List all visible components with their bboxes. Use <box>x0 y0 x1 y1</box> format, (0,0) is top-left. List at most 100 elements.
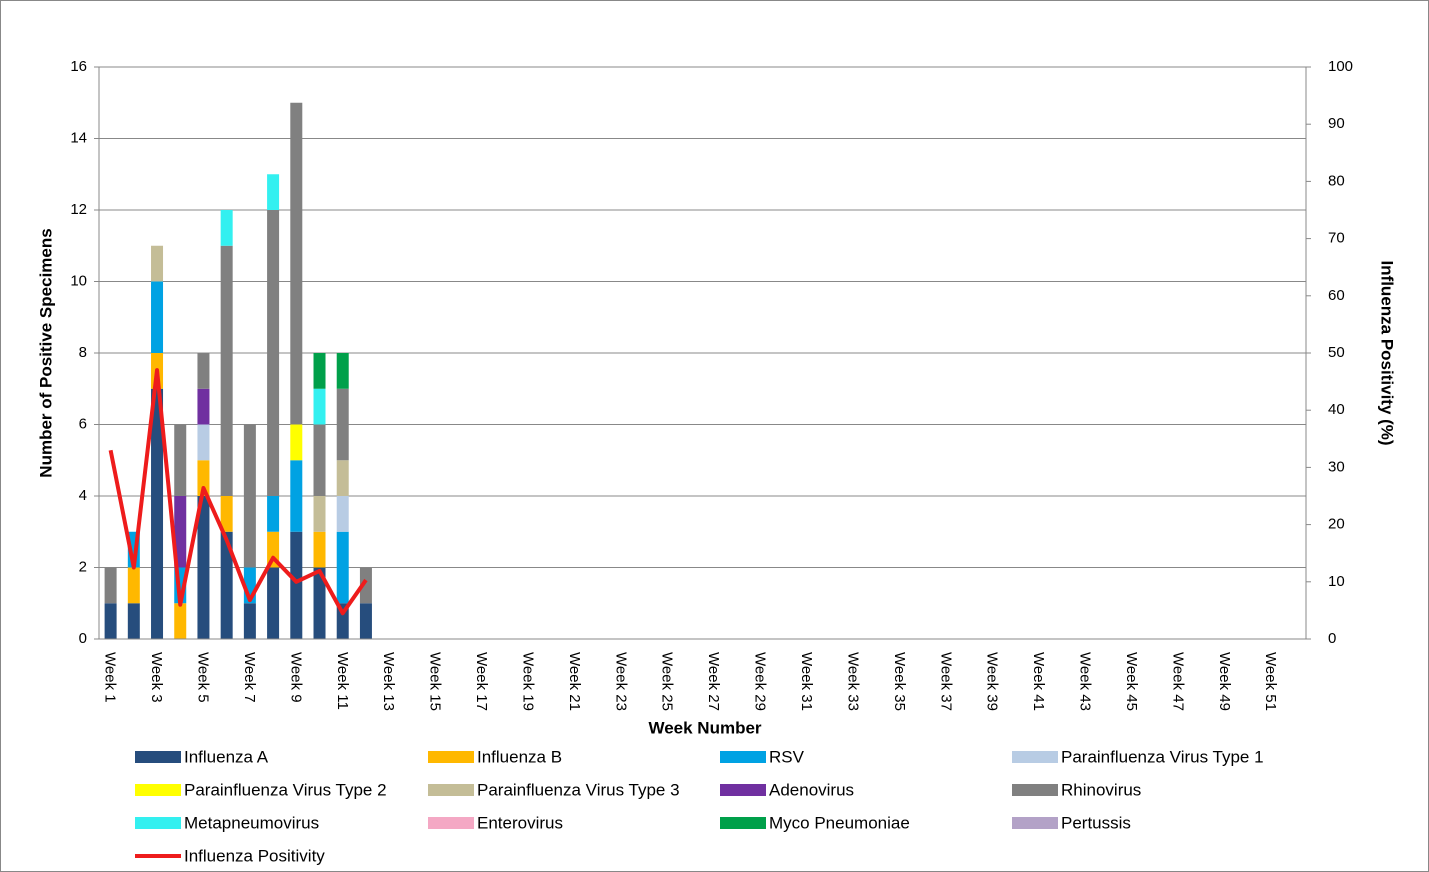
bar-segment <box>197 496 210 639</box>
bar-segment <box>197 460 210 496</box>
bar-segment <box>174 424 187 496</box>
bar-segment <box>174 603 187 639</box>
x-tick-label: Week 13 <box>380 652 397 711</box>
x-tick-label: Week 19 <box>519 652 536 711</box>
legend-swatch <box>135 817 181 829</box>
x-tick-label: Week 39 <box>984 652 1001 711</box>
bar-segment <box>359 603 372 639</box>
y-tick-label: 0 <box>79 630 87 647</box>
bar-segment <box>197 388 210 425</box>
x-tick-label: Week 33 <box>844 652 861 711</box>
bar-segment <box>313 388 326 425</box>
legend-swatch <box>1012 784 1058 796</box>
x-tick-label: Week 31 <box>798 652 815 711</box>
bar-segment <box>313 567 326 639</box>
x-tick-label: Week 43 <box>1077 652 1094 711</box>
legend-label: Enterovirus <box>477 813 563 832</box>
x-tick-label: Week 17 <box>473 652 490 711</box>
legend-swatch <box>720 784 766 796</box>
legend-swatch <box>720 751 766 763</box>
x-tick-label: Week 21 <box>566 652 583 711</box>
y2-tick-label: 40 <box>1328 401 1345 418</box>
bar-segment <box>243 424 256 568</box>
legend-label: Myco Pneumoniae <box>769 813 910 832</box>
legend-label: Influenza A <box>184 747 269 766</box>
bar-segment <box>313 531 326 568</box>
y2-tick-label: 0 <box>1328 630 1336 647</box>
x-tick-label: Week 5 <box>194 652 211 703</box>
bar-segment <box>336 496 349 532</box>
y2-tick-label: 30 <box>1328 458 1345 475</box>
y-axis-title: Number of Positive Specimens <box>36 228 55 477</box>
bar-segment <box>336 460 349 496</box>
bar-segment <box>127 567 140 604</box>
x-tick-label: Week 41 <box>1030 652 1047 711</box>
bar-segment <box>267 210 280 496</box>
bar-segment <box>290 102 303 425</box>
bar-segment <box>243 603 256 639</box>
legend-swatch <box>1012 751 1058 763</box>
x-tick-label: Week 47 <box>1169 652 1186 711</box>
y-tick-label: 2 <box>79 558 87 575</box>
legend-label: Parainfluenza Virus Type 2 <box>184 780 387 799</box>
y2-tick-label: 60 <box>1328 287 1345 304</box>
legend-label: Adenovirus <box>769 780 854 799</box>
legend-label: Rhinovirus <box>1061 780 1141 799</box>
x-tick-label: Week 29 <box>752 652 769 711</box>
x-tick-label: Week 3 <box>148 652 165 703</box>
x-tick-label: Week 25 <box>659 652 676 711</box>
y2-tick-label: 50 <box>1328 344 1345 361</box>
x-tick-label: Week 15 <box>427 652 444 711</box>
y-tick-label: 16 <box>70 58 87 75</box>
bar-segment <box>174 496 187 568</box>
x-tick-label: Week 27 <box>705 652 722 711</box>
y-tick-label: 12 <box>70 201 87 218</box>
bar-segment <box>220 210 233 246</box>
legend-swatch <box>428 817 474 829</box>
bar-segment <box>290 460 303 532</box>
x-tick-label: Week 45 <box>1123 652 1140 711</box>
y2-tick-label: 80 <box>1328 172 1345 189</box>
bar-segment <box>267 174 280 210</box>
y-tick-label: 4 <box>79 487 87 504</box>
x-tick-label: Week 1 <box>102 652 119 703</box>
bar-segment <box>267 496 280 532</box>
bar-segment <box>267 567 280 639</box>
bar-segment <box>290 424 303 461</box>
bar-segment <box>220 531 233 639</box>
legend-label: Influenza B <box>477 747 562 766</box>
legend-swatch <box>720 817 766 829</box>
y2-axis-title: Influenza Positivity (%) <box>1378 260 1397 445</box>
bar-segment <box>151 281 164 353</box>
bar-segment <box>104 603 117 639</box>
bar-segment <box>104 567 117 604</box>
bar-segment <box>197 353 210 389</box>
x-tick-label: Week 51 <box>1262 652 1279 711</box>
bar-segment <box>336 353 349 389</box>
bar-segment <box>220 496 233 532</box>
y2-tick-label: 20 <box>1328 516 1345 533</box>
x-tick-label: Week 49 <box>1216 652 1233 711</box>
legend-label: Parainfluenza Virus Type 3 <box>477 780 680 799</box>
x-tick-label: Week 35 <box>891 652 908 711</box>
y-tick-label: 8 <box>79 344 87 361</box>
y2-tick-label: 90 <box>1328 115 1345 132</box>
legend-swatch <box>135 751 181 763</box>
bar-segment <box>151 388 164 639</box>
legend-swatch <box>135 784 181 796</box>
bar-segment <box>313 353 326 389</box>
legend-swatch <box>428 784 474 796</box>
bar-segment <box>127 603 140 639</box>
legend-swatch <box>428 751 474 763</box>
bar-segment <box>313 424 326 496</box>
bar-segment <box>359 567 372 604</box>
x-tick-label: Week 11 <box>334 652 351 710</box>
y-tick-label: 6 <box>79 415 87 432</box>
x-axis-title: Week Number <box>648 718 761 737</box>
y2-tick-label: 70 <box>1328 230 1345 247</box>
y-tick-label: 14 <box>70 129 87 146</box>
legend-label: Pertussis <box>1061 813 1131 832</box>
x-tick-label: Week 9 <box>287 652 304 703</box>
